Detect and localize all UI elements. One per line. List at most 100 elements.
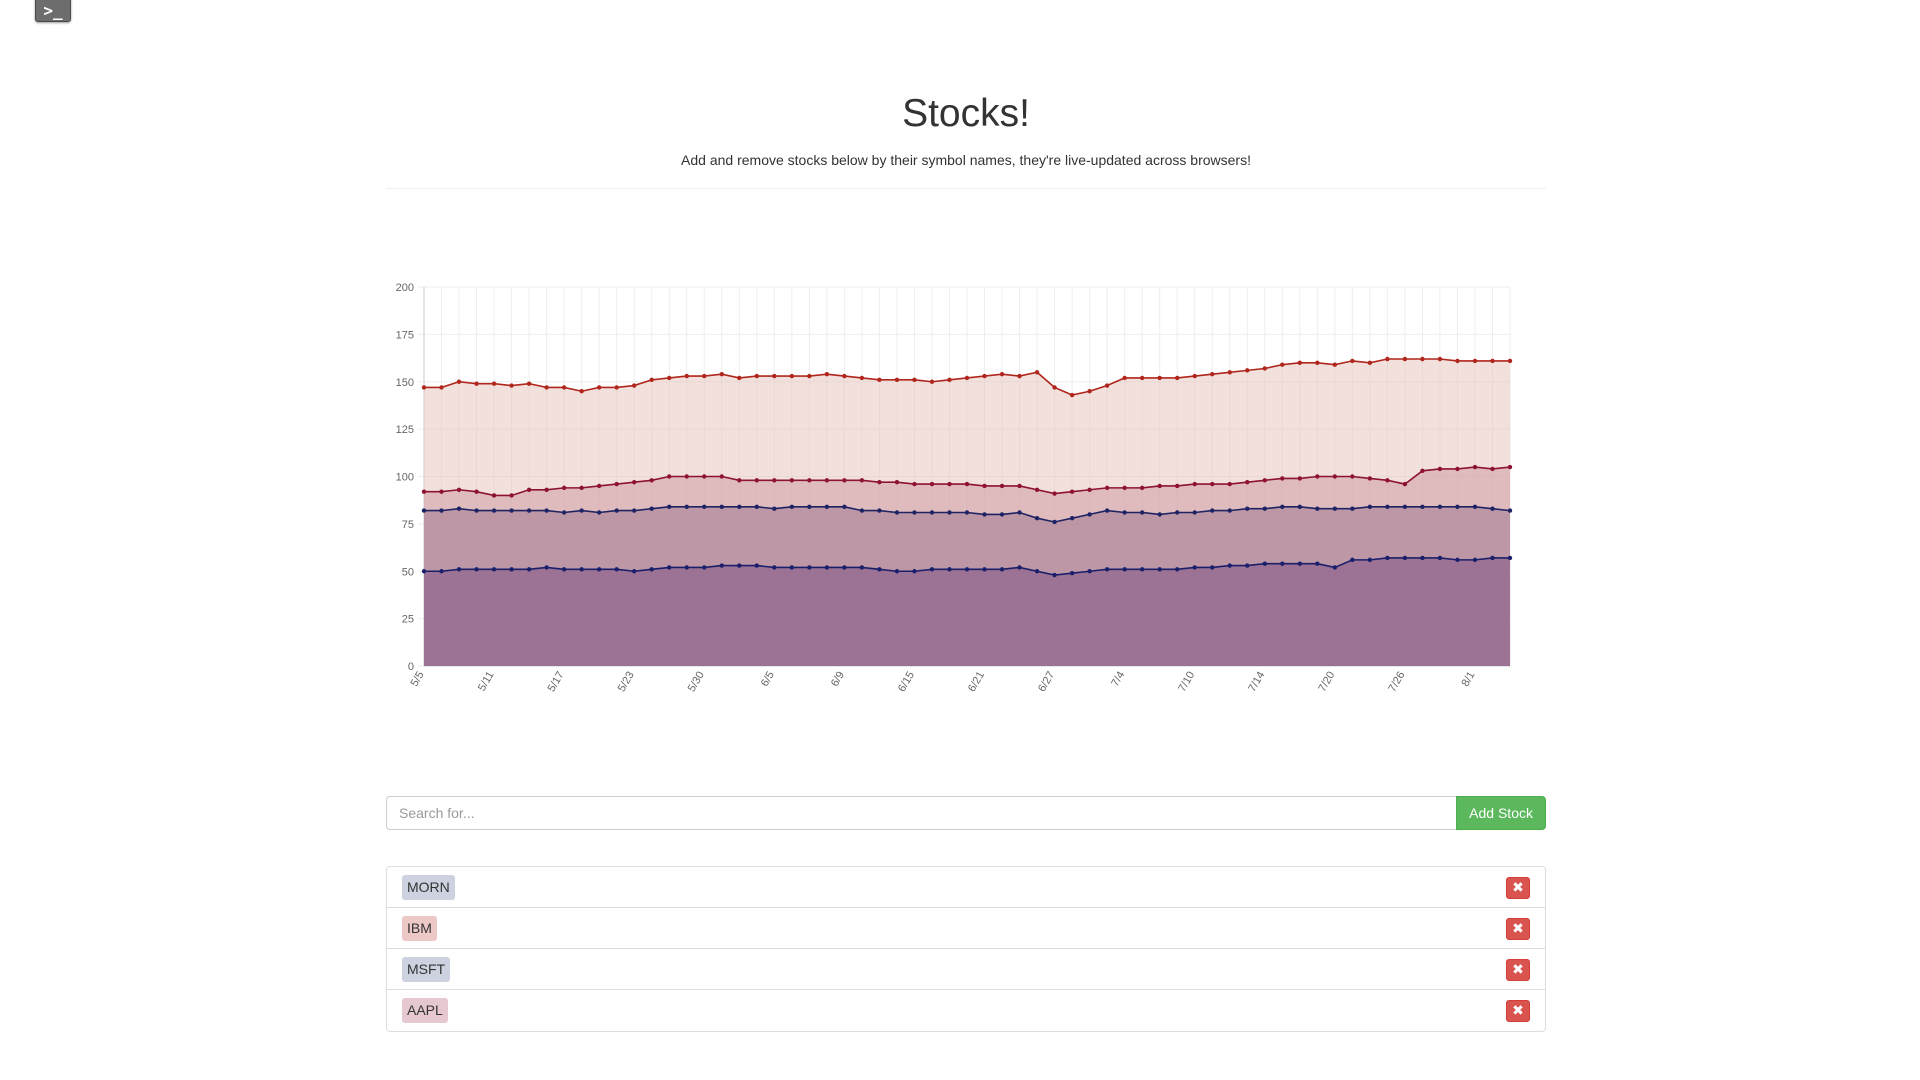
chart-data-point [1315,506,1320,511]
chart-data-point [1087,569,1092,574]
chart-data-point [667,474,672,479]
chart-data-point [894,377,900,383]
chart-y-tick-label: 25 [402,614,414,626]
chart-data-point [1315,561,1320,566]
chart-data-point [1017,373,1022,379]
chart-data-point [1104,485,1110,491]
chart-data-point [596,567,602,572]
chart-data-point [1350,557,1355,563]
chart-data-point [859,478,865,483]
chart-data-point [719,504,724,510]
chart-data-point [439,569,444,574]
search-input[interactable] [386,796,1457,830]
chart-data-point [667,504,672,510]
chart-data-point [807,504,812,510]
chart-data-point [807,478,812,483]
chart-data-point [1139,485,1145,491]
stock-symbol-badge: MORN [402,875,455,900]
chart-data-point [596,385,602,390]
stock-chart: 0 25 50 75 100 125 150 175 200 5/5 5/11 5/17 5/23 5/3… [368,270,1564,730]
chart-data-point [1034,515,1040,521]
chart-data-point [1245,368,1250,373]
chart-data-point [1350,474,1355,479]
remove-stock-button[interactable]: ✖ [1506,877,1530,899]
remove-stock-button[interactable]: ✖ [1506,959,1530,981]
chart-data-point [964,567,970,572]
chart-data-point [1507,508,1513,513]
chart-data-point [1017,565,1022,570]
chart-data-point [579,508,584,513]
page-subtitle: Add and remove stocks below by their sym… [681,152,1251,168]
chart-data-point [877,377,882,383]
chart-data-point [877,508,882,513]
chart-data-point [982,567,987,572]
chart-data-point [929,567,935,572]
chart-data-point [1192,481,1197,487]
chart-data-point [421,508,427,513]
chart-data-point [579,485,584,491]
chart-x-tick-label: 7/14 [1246,670,1267,695]
chart-data-point [1402,555,1408,561]
chart-data-point [894,479,900,485]
chart-y-tick-label: 75 [402,519,414,531]
chart-data-point [719,474,724,479]
chart-data-point [1227,563,1232,568]
chart-data-point [982,512,987,517]
chart-x-tick-label: 5/23 [616,670,637,695]
chart-data-point [596,483,602,489]
remove-stock-button[interactable]: ✖ [1506,1000,1530,1022]
chart-data-point [1367,557,1373,563]
chart-data-point [999,371,1005,377]
terminal-icon[interactable]: >_ [35,0,71,22]
chart-data-point [1437,466,1443,472]
chart-data-point [561,485,567,491]
chart-data-point [1350,358,1355,364]
chart-data-point [842,478,847,483]
chart-data-point [526,508,532,513]
add-stock-button[interactable]: Add Stock [1456,796,1546,830]
stock-symbol-badge: MSFT [402,957,451,982]
chart-x-tick-label: 6/27 [1036,670,1057,695]
chart-data-point [737,375,742,381]
chart-data-point [1280,476,1285,481]
chart-data-point [1210,565,1215,570]
chart-data-point [544,565,549,570]
chart-data-point [702,373,707,379]
chart-data-point [1157,375,1162,381]
chart-data-point [544,487,549,492]
chart-data-point [667,565,672,570]
chart-data-point [999,483,1005,489]
chart-data-point [702,474,707,479]
chart-data-point [649,377,654,383]
remove-stock-button[interactable]: ✖ [1506,918,1530,940]
chart-data-point [1472,464,1478,470]
chart-data-point [1297,561,1303,566]
chart-data-point [1139,375,1145,381]
chart-data-point [1472,504,1478,510]
chart-data-point [1210,371,1215,377]
chart-data-point [456,487,462,492]
chart-data-point [1052,572,1057,578]
chart-data-point [1402,504,1408,510]
chart-data-point [1052,385,1057,390]
chart-data-point [631,479,637,485]
chart-data-point [842,504,847,510]
chart-data-point [1507,464,1513,470]
chart-data-point [1087,487,1092,492]
chart-data-point [1122,567,1127,572]
chart-data-point [474,489,479,494]
chart-data-point [421,489,427,494]
chart-data-point [1122,510,1127,515]
chart-data-point [1157,483,1162,489]
chart-data-point [631,383,637,388]
chart-data-point [859,565,865,570]
chart-data-point [561,385,567,390]
chart-x-tick-label: 5/11 [476,670,497,694]
chart-data-point [999,512,1005,517]
chart-data-point [526,567,532,572]
chart-data-point [929,481,935,487]
chart-data-point [1297,504,1303,510]
chart-data-point [1174,567,1180,572]
chart-data-point [1139,567,1145,572]
chart-y-tick-label: 0 [408,661,414,673]
